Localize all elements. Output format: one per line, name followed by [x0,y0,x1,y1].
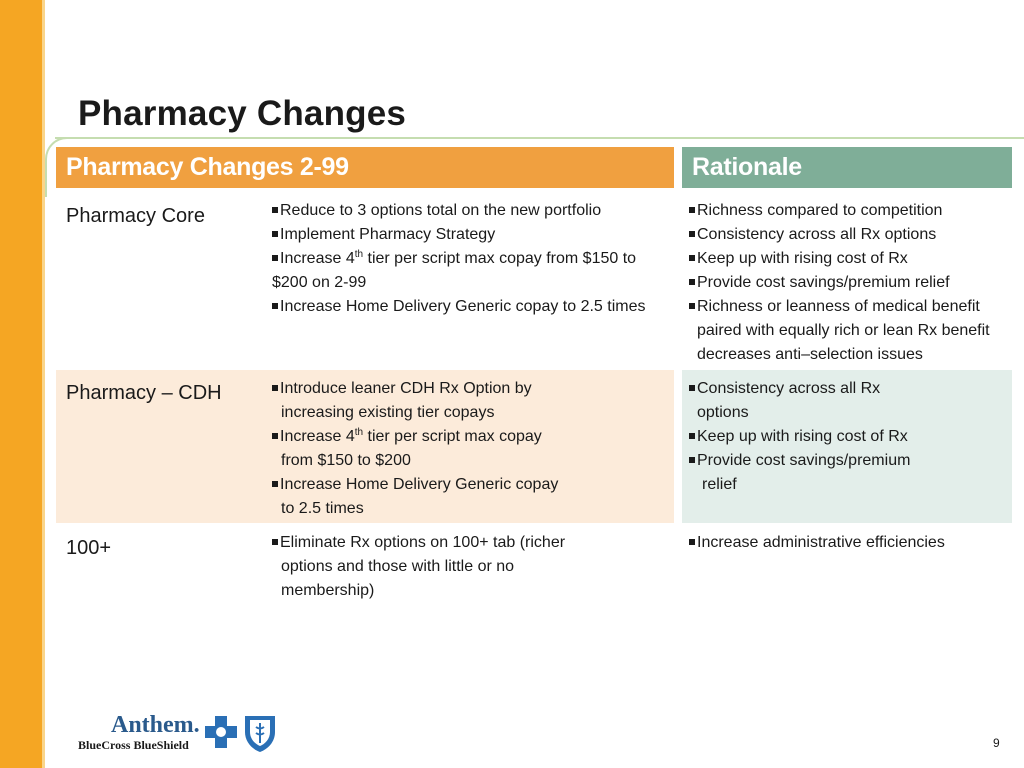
bullet-icon [689,279,695,285]
bullet-icon [272,481,278,487]
logo-wordmark: Anthem. [111,712,200,738]
bullet-icon [272,231,278,237]
bullet-icon [689,539,695,545]
left-accent-bar [0,0,42,768]
list-item: Keep up with rising cost of Rx [689,247,1011,271]
row-cdh-rationale-bg [682,370,1012,523]
bullet-icon [689,433,695,439]
list-item: Increase administrative efficiencies [689,531,1011,555]
list-item: Richness or leanness of medical benefit … [689,295,1011,367]
row-100-changes: Eliminate Rx options on 100+ tab (richer… [272,531,582,603]
list-item: Consistency across all Rx options [689,377,924,425]
anthem-logo: Anthem. BlueCross BlueShield [78,712,278,754]
row-100-rationale: Increase administrative efficiencies [689,531,1011,555]
list-item: Implement Pharmacy Strategy [272,223,672,247]
bullet-icon [689,255,695,261]
row-cdh-changes-bg [56,370,674,523]
list-item: Provide cost savings/premium relief [689,449,924,497]
bullet-icon [689,457,695,463]
row-cdh-rationale: Consistency across all Rx options Keep u… [689,377,924,497]
list-item: Eliminate Rx options on 100+ tab (richer… [272,531,582,603]
list-item: Increase Home Delivery Generic copay to … [272,473,572,521]
slide-title: Pharmacy Changes [78,94,407,133]
left-accent-stripe [42,0,45,768]
list-item: Increase 4th tier per script max copay f… [272,249,637,291]
bullet-icon [689,303,695,309]
row-cdh-changes: Introduce leaner CDH Rx Option by increa… [272,377,572,521]
list-item: Reduce to 3 options total on the new por… [272,199,672,223]
bullet-icon [272,255,278,261]
list-item: Richness compared to competition [689,199,1011,223]
bullet-icon [272,207,278,213]
list-item: Increase 4th tier per script max copay fr… [272,425,572,473]
bullet-icon [689,385,695,391]
table-header-rationale: Rationale [682,147,1012,188]
list-item: Consistency across all Rx options [689,223,1011,247]
list-item: Provide cost savings/premium relief [689,271,1011,295]
bullet-icon [272,433,278,439]
row-core-changes: Reduce to 3 options total on the new por… [272,199,672,319]
list-item: Keep up with rising cost of Rx [689,425,924,449]
row-label-pharmacy-cdh: Pharmacy – CDH [66,382,222,404]
title-divider [55,137,1024,139]
table-header-changes: Pharmacy Changes 2-99 [56,147,674,188]
bullet-icon [272,385,278,391]
page-number: 9 [993,736,1000,750]
bullet-icon [689,207,695,213]
logo-subtitle: BlueCross BlueShield [78,738,189,752]
list-item: Increase Home Delivery Generic copay to … [272,295,672,319]
row-label-pharmacy-core: Pharmacy Core [66,205,205,227]
row-label-100-plus: 100+ [66,537,112,559]
blue-cross-blue-shield-icon [203,714,275,752]
bullet-icon [272,539,278,545]
bullet-icon [689,231,695,237]
list-item: Introduce leaner CDH Rx Option by increa… [272,377,572,425]
bullet-icon [272,303,278,309]
row-core-rationale: Richness compared to competition Consist… [689,199,1011,367]
